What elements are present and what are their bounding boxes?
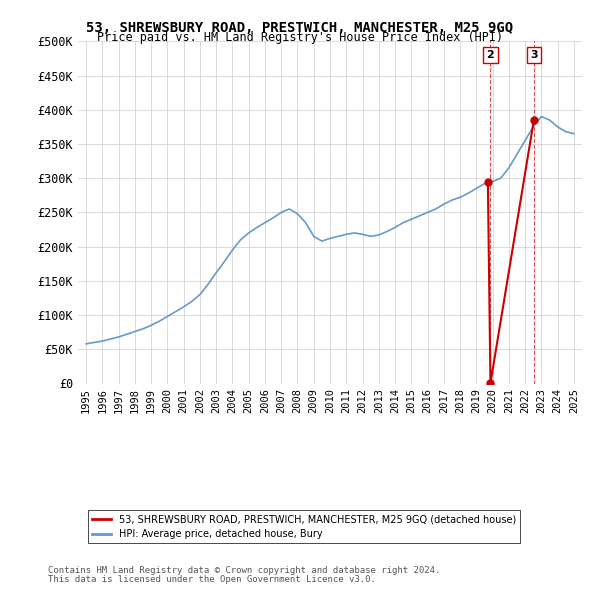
Text: 2: 2 xyxy=(487,50,494,60)
Text: Contains HM Land Registry data © Crown copyright and database right 2024.: Contains HM Land Registry data © Crown c… xyxy=(48,566,440,575)
Text: Price paid vs. HM Land Registry's House Price Index (HPI): Price paid vs. HM Land Registry's House … xyxy=(97,31,503,44)
Text: 3: 3 xyxy=(530,50,538,60)
Text: This data is licensed under the Open Government Licence v3.0.: This data is licensed under the Open Gov… xyxy=(48,575,376,584)
Text: 53, SHREWSBURY ROAD, PRESTWICH, MANCHESTER, M25 9GQ: 53, SHREWSBURY ROAD, PRESTWICH, MANCHEST… xyxy=(86,21,514,35)
Legend: 53, SHREWSBURY ROAD, PRESTWICH, MANCHESTER, M25 9GQ (detached house), HPI: Avera: 53, SHREWSBURY ROAD, PRESTWICH, MANCHEST… xyxy=(88,510,520,543)
